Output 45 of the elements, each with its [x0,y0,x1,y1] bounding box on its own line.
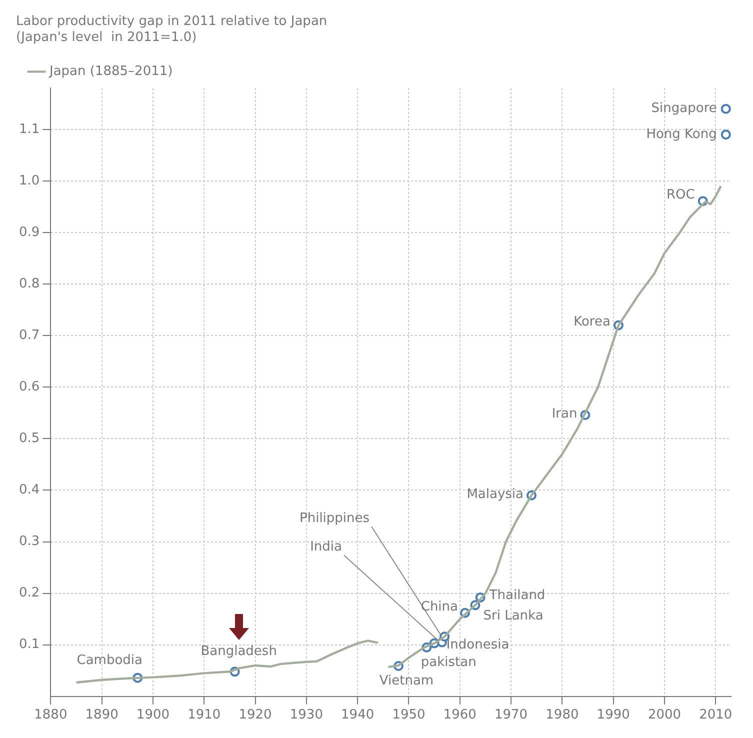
x-tick-label: 1890 [85,708,118,723]
x-tick-label: 1960 [443,708,476,723]
legend-label: Japan (1885–2011) [48,64,173,80]
x-tick-label: 1930 [290,708,323,723]
annotation: Bangladesh [200,644,277,660]
x-tick-label: 1880 [34,708,68,723]
x-tick-label: 2000 [648,708,682,723]
x-tick-label: 1980 [546,708,579,723]
annotation: Indonesia [446,638,510,653]
chart-subtitle: (Japan's level in 2011=1.0) [16,30,197,45]
annotation: Sri Lanka [483,608,544,624]
point [720,130,731,140]
x-tick-label: 1940 [341,708,374,723]
y-tick-label: 0.5 [18,431,40,446]
x-tick-label: 1990 [596,708,630,723]
y-tick-label: 1.0 [18,173,40,188]
x-tick-label: 1910 [188,708,221,723]
annotation: Iran [552,406,578,422]
annotation: Hong Kong [646,126,717,142]
y-tick-label: 0.1 [18,637,40,652]
y-tick-label: 0.2 [18,586,40,601]
annotation: pakistan [420,654,476,670]
y-tick-label: 0.7 [18,328,40,343]
annotation: Cambodia [76,653,143,668]
y-tick-label: 0.6 [18,380,40,395]
annotation: Singapore [651,101,717,116]
x-tick-label: 2010 [699,708,732,723]
annotation: Philippines [300,510,370,526]
annotation: Thailand [488,588,546,603]
x-tick-label: 1950 [392,708,426,723]
annotation: ROC [666,187,695,202]
point [720,104,731,114]
x-tick-label: 1970 [494,708,528,723]
y-tick-label: 0.8 [18,276,40,292]
annotation: Korea [574,314,610,330]
y-tick-label: 0.9 [18,224,40,240]
y-tick-label: 1.1 [18,122,40,137]
chart-title: Labor productivity gap in 2011 relative to Japan [16,14,328,30]
annotation: India [310,540,342,555]
y-tick-label: 0.3 [18,534,40,550]
x-tick-label: 1900 [136,708,170,723]
y-tick-label: 0.4 [18,482,40,498]
x-tick-label: 1920 [238,708,272,723]
annotation: Vietnam [379,673,434,688]
annotation: Malaysia [466,486,524,502]
